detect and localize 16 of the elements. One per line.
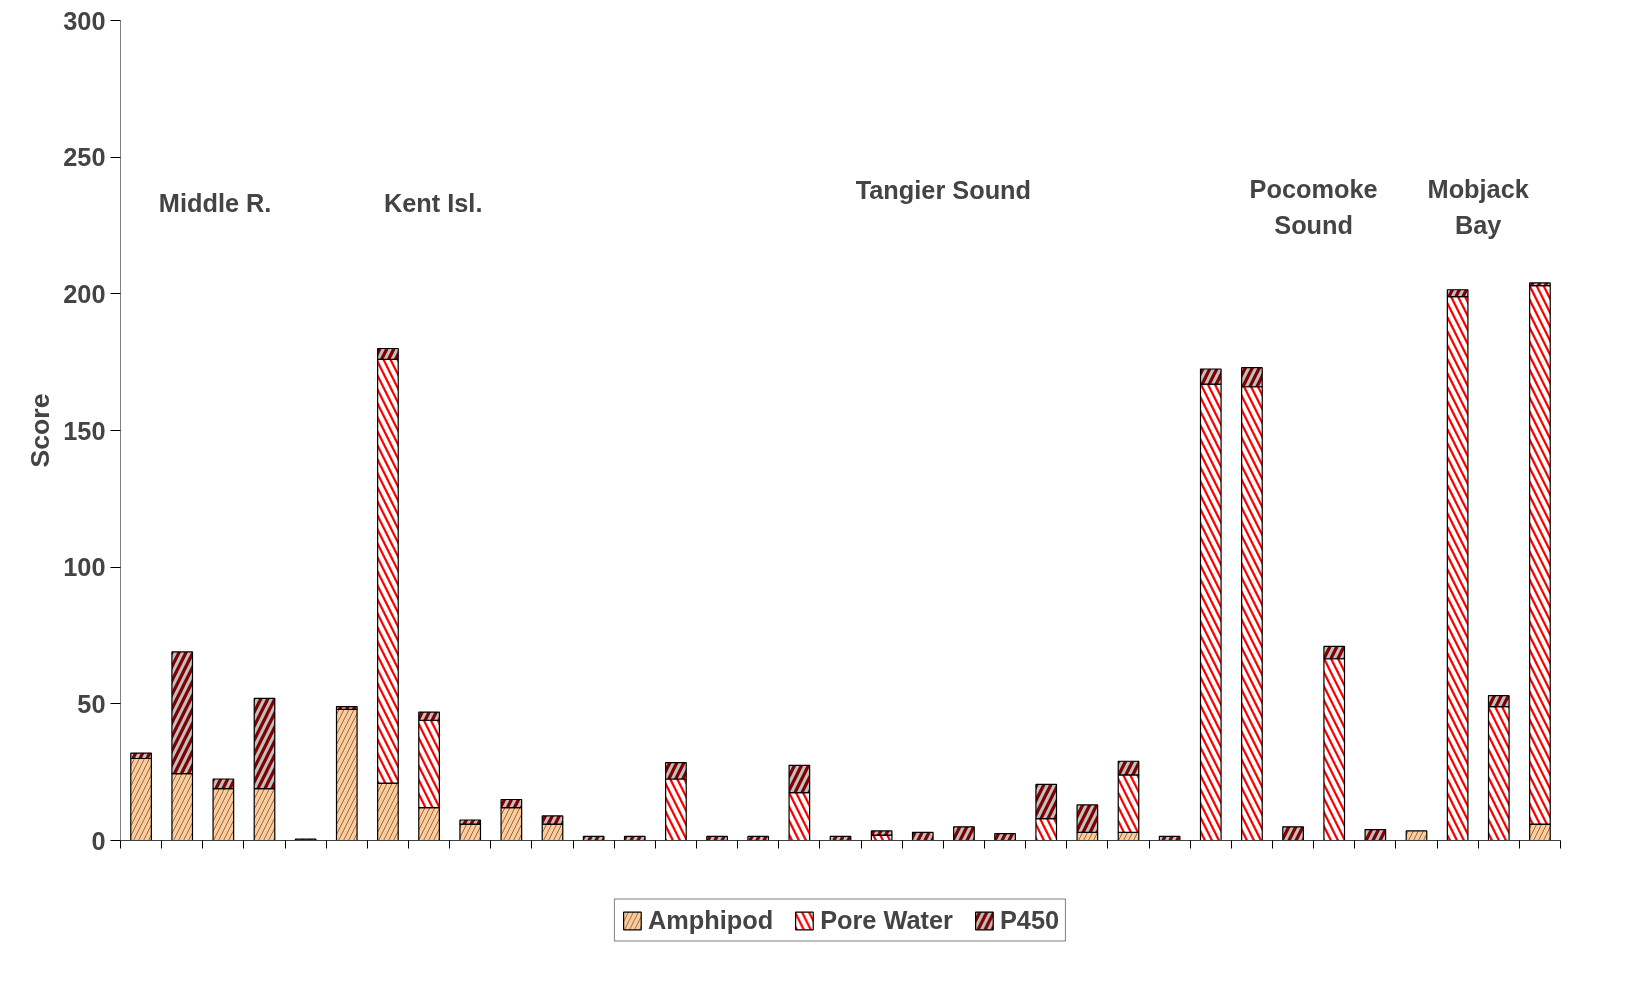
y-tick-label: 0 — [91, 826, 106, 855]
annotation: Tangier Sound — [855, 175, 1032, 204]
annotation: Mobjack Bay — [1427, 174, 1530, 240]
legend-label: Amphipod — [647, 905, 774, 935]
annotation: Kent Isl. — [383, 189, 483, 218]
y-tick-label: 200 — [63, 279, 106, 308]
y-tick-label: 150 — [63, 416, 106, 445]
annotation: Middle R. — [158, 189, 272, 218]
annotation: Pocomoke Sound — [1249, 174, 1378, 240]
y-tick-label: 300 — [63, 6, 106, 35]
y-tick-label: 250 — [63, 143, 106, 172]
legend-label: Pore Water — [820, 905, 953, 935]
y-tick-label: 100 — [63, 553, 106, 582]
y-axis-title: Score — [25, 393, 56, 468]
legend-label: P450 — [999, 905, 1060, 935]
y-tick-label: 50 — [77, 689, 106, 718]
